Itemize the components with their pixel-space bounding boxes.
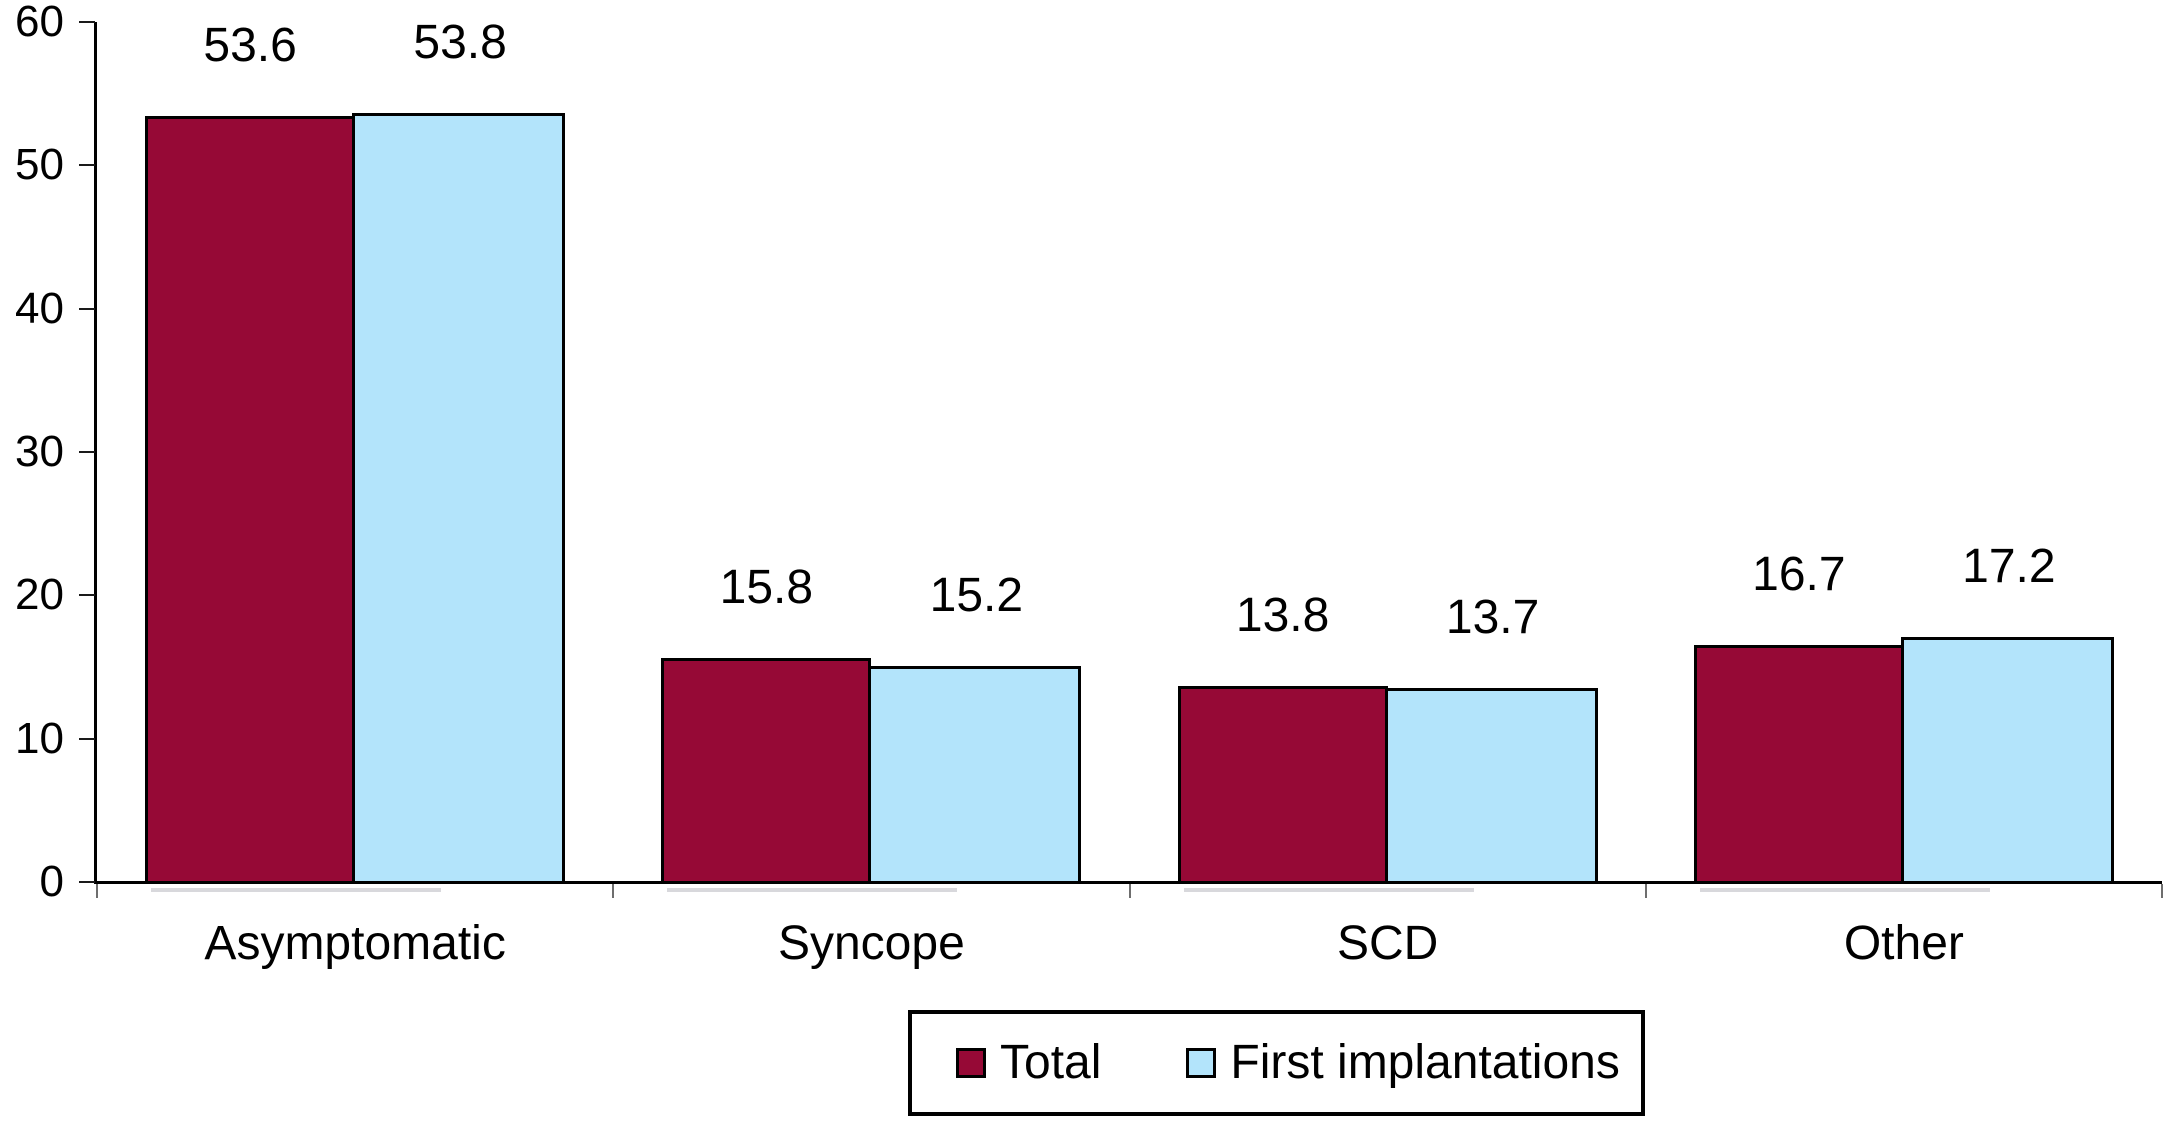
x-axis [94, 881, 2162, 884]
y-axis [94, 22, 97, 884]
category-label: Syncope [777, 917, 965, 970]
bar-total-scd [1177, 686, 1388, 884]
bar-first-implantations-asymptomatic [352, 112, 566, 884]
y-tick [79, 451, 95, 453]
y-tick [79, 594, 95, 597]
bar-value-label: 13.7 [1445, 590, 1540, 644]
bar-total-syncope [661, 657, 872, 884]
bar-value-label: 17.2 [1962, 540, 2056, 594]
bar-value-label: 53.6 [203, 18, 297, 72]
category-label: SCD [1336, 917, 1439, 970]
y-tick [79, 737, 95, 740]
x-boundary-tick [96, 884, 98, 898]
bar-shadow [151, 888, 442, 892]
x-boundary-tick [2161, 884, 2163, 898]
legend-item-total: Total [956, 1037, 1101, 1089]
y-tick-label: 10 [15, 713, 64, 763]
y-tick [79, 21, 95, 23]
legend-label-total: Total [1000, 1036, 1102, 1089]
y-tick [79, 164, 95, 167]
x-boundary-tick [1128, 884, 1131, 898]
bar-first-implantations-other [1900, 637, 2114, 884]
legend-label-first-implantations: First implantations [1230, 1036, 1620, 1089]
bar-value-label: 16.7 [1752, 547, 1846, 601]
legend: Total First implantations [908, 1010, 1645, 1116]
legend-swatch-total [956, 1048, 986, 1078]
bar-value-label: 15.2 [929, 569, 1024, 623]
bar-first-implantations-syncope [868, 666, 1082, 884]
bar-total-other [1693, 644, 1904, 884]
x-boundary-tick [1644, 884, 1647, 898]
bar-total-asymptomatic [145, 115, 356, 884]
bar-value-label: 15.8 [719, 560, 814, 614]
y-tick-label: 40 [15, 283, 64, 333]
bar-shadow [1699, 888, 1990, 892]
bar-value-label: 53.8 [413, 15, 507, 69]
bar-value-label: 13.8 [1235, 589, 1330, 643]
category-label: Asymptomatic [204, 917, 506, 970]
y-tick-label: 30 [15, 427, 64, 476]
y-tick-label: 0 [39, 857, 64, 906]
bar-first-implantations-scd [1384, 687, 1598, 884]
y-tick-label: 20 [15, 570, 64, 620]
y-tick-label: 50 [15, 140, 64, 190]
legend-swatch-first-implantations [1186, 1048, 1217, 1078]
legend-item-first-implantations: First implantations [1186, 1036, 1620, 1089]
y-tick [79, 881, 95, 883]
y-tick-label: 60 [15, 0, 64, 46]
bar-shadow [667, 888, 958, 892]
category-label: Other [1843, 917, 1964, 970]
y-tick [79, 307, 95, 310]
x-boundary-tick [612, 884, 615, 898]
bar-shadow [1183, 888, 1474, 892]
